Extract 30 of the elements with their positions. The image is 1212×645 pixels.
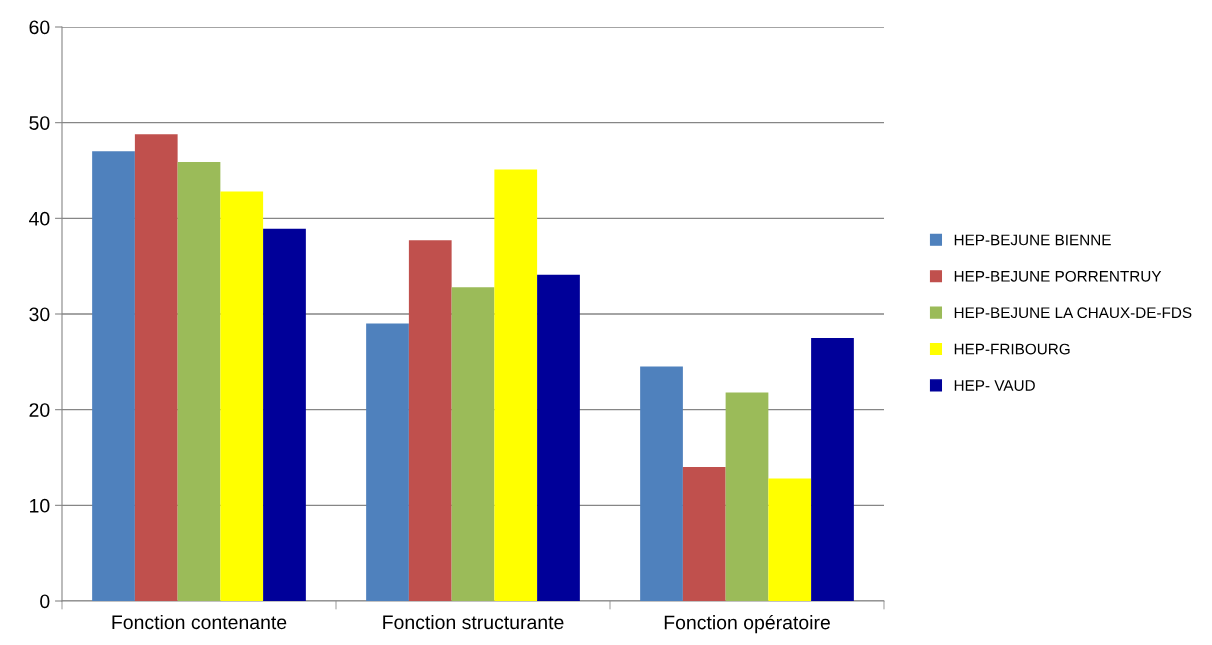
bar bbox=[682, 467, 726, 601]
legend-label: HEP- VAUD bbox=[954, 380, 1035, 391]
y-tick-label: 10 bbox=[30, 498, 50, 513]
bar bbox=[725, 392, 769, 601]
bar bbox=[811, 337, 854, 601]
bar bbox=[263, 228, 306, 601]
bar bbox=[92, 151, 135, 601]
bar bbox=[177, 161, 221, 601]
y-tick-label: 40 bbox=[29, 211, 50, 226]
legend-label: HEP-BEJUNE BIENNE bbox=[954, 234, 1111, 246]
bar bbox=[768, 478, 812, 601]
bar bbox=[134, 134, 178, 601]
bar bbox=[640, 366, 683, 601]
bar bbox=[537, 274, 580, 601]
bar bbox=[494, 169, 538, 601]
y-tick-label: 50 bbox=[29, 116, 50, 130]
y-tick-label: 0 bbox=[40, 594, 50, 609]
legend-label: HEP-BEJUNE LA CHAUX-DE-FDS bbox=[954, 307, 1192, 319]
legend-label: HEP-FRIBOURG bbox=[954, 343, 1070, 355]
y-tick-label: 30 bbox=[29, 307, 50, 322]
x-tick-label: Fonction contenante bbox=[112, 614, 287, 630]
bar bbox=[220, 191, 264, 601]
x-tick-label: Fonction structurante bbox=[383, 614, 564, 630]
bar bbox=[451, 287, 495, 601]
y-tick-label: 20 bbox=[29, 403, 50, 417]
bar bbox=[366, 323, 409, 601]
legend-label: HEP-BEJUNE PORRENTRUY bbox=[954, 270, 1162, 282]
bar bbox=[408, 240, 452, 601]
y-tick-label: 60 bbox=[29, 20, 50, 35]
x-tick-label: Fonction opératoire bbox=[664, 614, 830, 634]
